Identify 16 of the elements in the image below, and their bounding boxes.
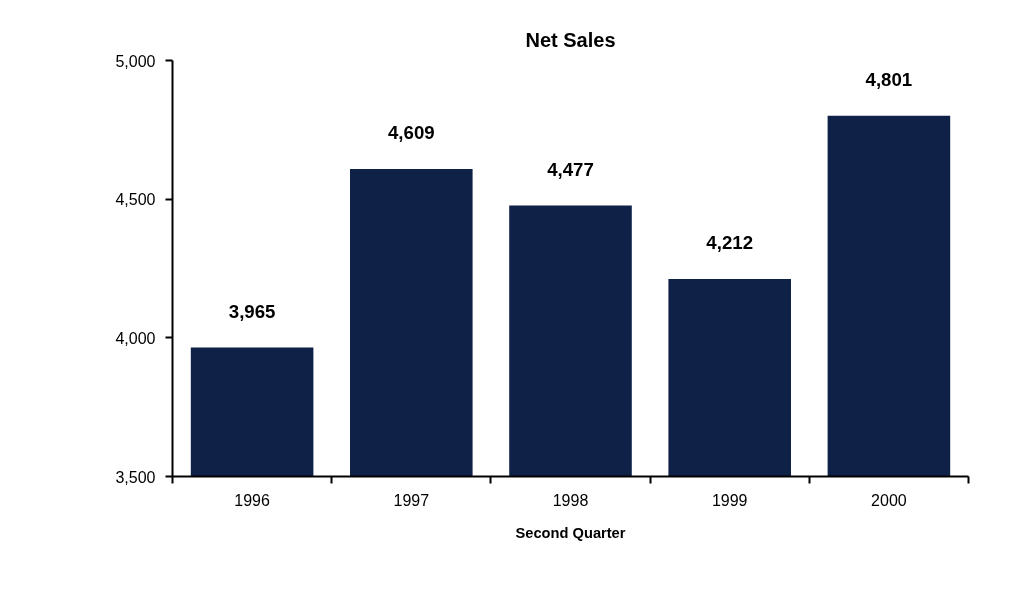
y-tick-label: 5,000	[115, 52, 156, 70]
data-label: 4,477	[547, 158, 594, 180]
y-tick-label: 3,500	[115, 468, 156, 486]
x-tick-label: 1999	[711, 491, 748, 509]
x-tick-label: 1997	[393, 491, 430, 509]
y-tick-label: 4,000	[115, 329, 156, 347]
chart-title: Net Sales	[525, 28, 616, 51]
data-label: 4,801	[865, 68, 913, 90]
x-tick-label: 1998	[552, 491, 589, 509]
y-tick-label: 4,500	[115, 191, 156, 209]
x-axis-title: Second Quarter	[515, 524, 626, 541]
data-label: 4,212	[706, 232, 754, 254]
data-label: 4,609	[387, 121, 435, 143]
x-tick-label: 2000	[871, 491, 907, 509]
x-tick-label: 1996	[234, 491, 270, 509]
data-label: 3,965	[228, 300, 276, 322]
